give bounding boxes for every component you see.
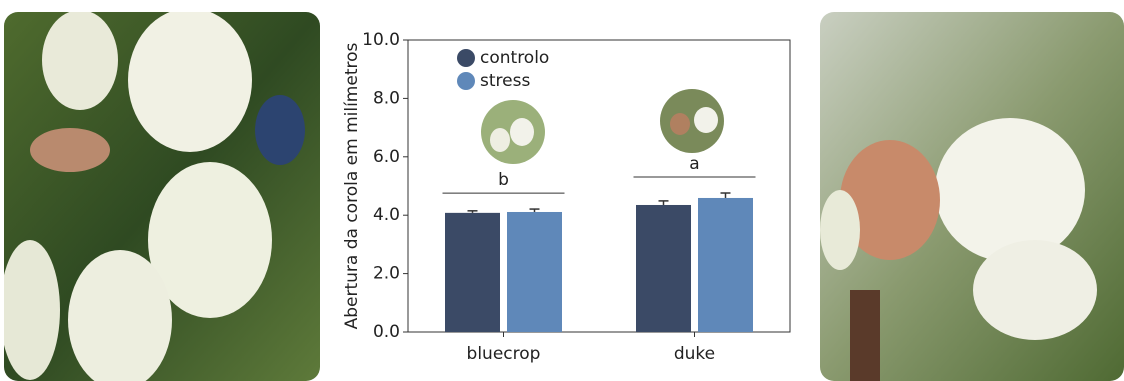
legend-label: stress [480,71,530,91]
y-tick-label: 8.0 [373,88,400,108]
y-tick-label: 6.0 [373,147,400,167]
legend-marker [457,49,475,67]
y-tick-label: 2.0 [373,264,400,284]
y-axis-label: Abertura da corola em milímetros [342,42,362,329]
legend-label: controlo [480,48,549,68]
page: Abertura da corola em milímetros 0.0 2.0 4… [0,0,1124,381]
bar [445,213,500,332]
bar [698,198,753,332]
y-tick-label: 10.0 [362,30,400,50]
significance-letter: b [498,170,509,190]
bar [507,212,562,332]
x-tick-label: duke [674,344,715,364]
y-tick-label: 4.0 [373,205,400,225]
bar [636,205,691,332]
right-photo [820,12,1124,381]
inset-photos [481,89,724,164]
legend-marker [457,72,475,90]
y-tick-label: 0.0 [373,322,400,342]
significance-letter: a [689,154,699,174]
left-photo [0,8,320,381]
x-tick-label: bluecrop [467,344,541,364]
